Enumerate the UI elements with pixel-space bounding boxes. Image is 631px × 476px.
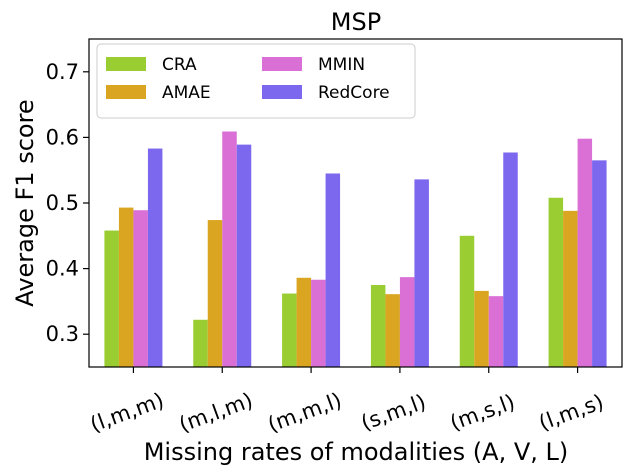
x-tick-label: (m,m,l) bbox=[265, 388, 345, 437]
legend-swatch-redcore bbox=[262, 85, 302, 99]
bar-cra-3 bbox=[282, 293, 297, 367]
y-tick-label: 0.6 bbox=[46, 125, 79, 149]
y-axis-label: Average F1 score bbox=[11, 99, 39, 306]
y-tick-label: 0.7 bbox=[46, 60, 79, 84]
legend-swatch-mmin bbox=[262, 57, 302, 71]
bar-redcore-1 bbox=[147, 148, 163, 367]
bars-group bbox=[104, 131, 607, 367]
bar-mmin-1 bbox=[133, 210, 148, 367]
bar-mmin-4 bbox=[399, 277, 415, 367]
legend-label-cra: CRA bbox=[162, 55, 197, 75]
bar-cra-2 bbox=[193, 319, 208, 367]
bar-amae-5 bbox=[474, 290, 489, 367]
x-tick-label: (l,m,m) bbox=[87, 388, 167, 437]
bar-mmin-5 bbox=[488, 296, 504, 367]
legend-label-mmin: MMIN bbox=[318, 55, 365, 75]
bar-redcore-2 bbox=[236, 144, 252, 367]
legend-swatch-amae bbox=[106, 85, 146, 99]
bar-redcore-3 bbox=[325, 173, 341, 367]
bar-mmin-6 bbox=[577, 138, 593, 367]
bar-mmin-2 bbox=[222, 131, 237, 367]
bar-cra-5 bbox=[459, 235, 475, 367]
x-tick-label: (s,m,l) bbox=[358, 390, 429, 435]
x-axis-label: Missing rates of modalities (A, V, L) bbox=[144, 438, 569, 466]
legend: CRA AMAE MMIN RedCore bbox=[96, 43, 416, 119]
y-tick-label: 0.5 bbox=[46, 191, 79, 215]
legend-box bbox=[96, 43, 416, 119]
x-axis-ticks: (l,m,m) (m,l,m) (m,m,l) (s,m,l) (m,s,l) (l,m,… bbox=[87, 367, 607, 437]
y-tick-label: 0.4 bbox=[46, 257, 79, 281]
bar-redcore-5 bbox=[503, 152, 518, 367]
bar-amae-4 bbox=[385, 294, 400, 367]
bar-mmin-3 bbox=[311, 279, 326, 367]
y-axis-ticks: 0.3 0.4 0.5 0.6 0.7 bbox=[46, 60, 89, 346]
bar-cra-6 bbox=[548, 197, 564, 367]
x-tick-label: (l,m,s) bbox=[536, 390, 607, 435]
bar-amae-2 bbox=[207, 220, 223, 367]
legend-swatch-cra bbox=[106, 57, 146, 71]
bar-amae-1 bbox=[118, 207, 134, 367]
x-tick-label: (m,s,l) bbox=[447, 390, 518, 435]
y-tick-label: 0.3 bbox=[46, 322, 79, 346]
chart-title: MSP bbox=[331, 8, 381, 36]
bar-redcore-4 bbox=[414, 179, 429, 367]
legend-label-redcore: RedCore bbox=[318, 83, 390, 103]
x-tick-label: (m,l,m) bbox=[176, 388, 256, 437]
bar-amae-6 bbox=[563, 210, 578, 367]
bar-redcore-6 bbox=[592, 160, 607, 367]
bar-amae-3 bbox=[296, 277, 312, 367]
bar-cra-4 bbox=[370, 285, 386, 367]
bar-cra-1 bbox=[104, 230, 119, 367]
legend-label-amae: AMAE bbox=[162, 83, 211, 103]
